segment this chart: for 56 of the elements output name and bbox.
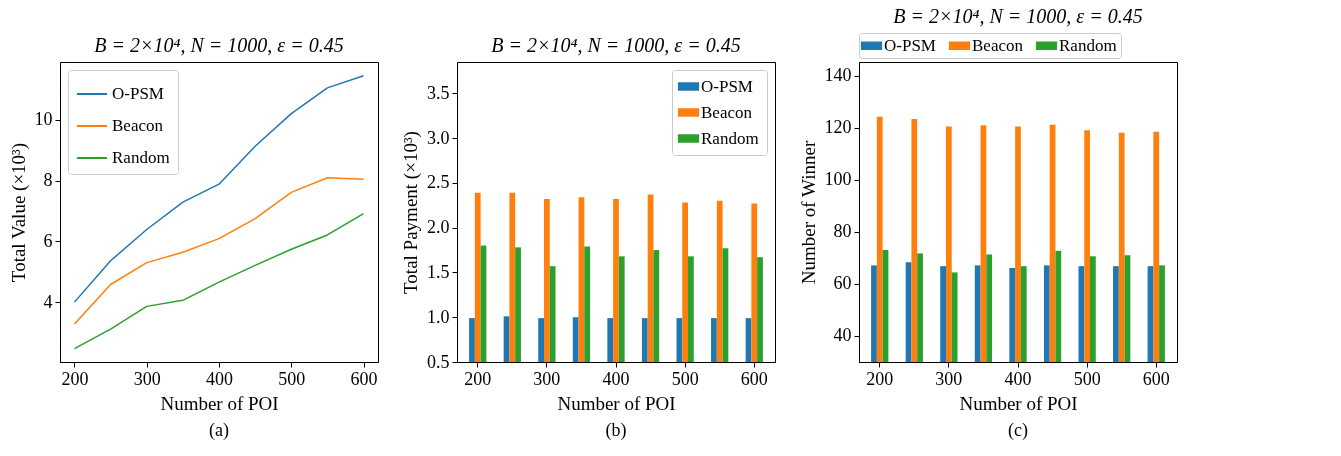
x-tick-label: 200 [866,368,894,389]
x-tick-label: 200 [464,368,492,389]
x-tick-label: 500 [1073,368,1101,389]
legend-label: Beacon [112,116,164,135]
x-tick-label: 400 [602,368,630,389]
x-tick-label: 400 [206,368,233,389]
legend-label: Random [1059,35,1117,55]
y-tick-label: 3.5 [427,82,450,103]
text: (c) [1008,420,1028,441]
chart-title: B = 2×10⁴, N = 1000, ε = 0.45 [893,4,1143,27]
line-series [73,212,365,350]
y-axis-title: Total Value (×10³) [7,142,30,283]
y-axis-title: Total Payment (×10³) [400,131,422,294]
x-tick-label: 200 [61,368,89,389]
legend-label: O-PSM [701,76,753,96]
y-tick-label: 40 [833,325,852,346]
y-tick-label: 4 [43,291,53,312]
y-tick-label: 3.0 [427,127,450,148]
y-tick-label: 80 [833,221,852,242]
x-tick-label: 500 [278,368,306,389]
x-tick-label: 600 [1142,368,1170,389]
chart-title: B = 2×10⁴, N = 1000, ε = 0.45 [491,34,741,56]
y-axis-title: Number of Winner [797,140,819,285]
legend-label: Random [701,128,759,148]
legend-label: O-PSM [884,35,936,55]
x-tick-label: 600 [740,368,768,389]
y-tick-label: 0.5 [427,351,450,372]
text: (b) [605,420,627,441]
x-tick-label: 300 [935,368,963,389]
legend-label: Random [112,148,170,167]
y-tick-label: 140 [824,65,852,86]
x-tick-label: 500 [671,368,699,389]
x-axis-title: Number of POI [959,392,1078,414]
y-tick-label: 1.5 [427,261,450,282]
y-tick-label: 2.0 [427,217,450,238]
line-series [73,177,365,325]
x-tick-label: 400 [1004,368,1032,389]
legend-label: Beacon [972,35,1024,55]
x-axis-title: Number of POI [557,392,676,414]
y-tick-label: 1.0 [427,306,450,327]
y-tick-label: 8 [43,170,53,191]
y-tick-label: 6 [43,230,53,251]
y-tick-label: 100 [824,169,852,190]
y-tick-label: 60 [833,273,852,294]
x-axis-title: Number of POI [160,392,279,414]
text: (a) [209,420,229,441]
x-tick-label: 300 [533,368,561,389]
y-tick-label: 120 [824,117,852,138]
x-tick-label: 600 [350,368,378,389]
legend-label: Beacon [701,102,753,122]
legend-label: O-PSM [112,84,164,103]
line-series [73,74,365,303]
x-tick-label: 300 [133,368,161,389]
chart-title: B = 2×10⁴, N = 1000, ε = 0.45 [94,34,344,56]
y-tick-label: 10 [34,109,53,130]
y-tick-label: 2.5 [427,172,450,193]
